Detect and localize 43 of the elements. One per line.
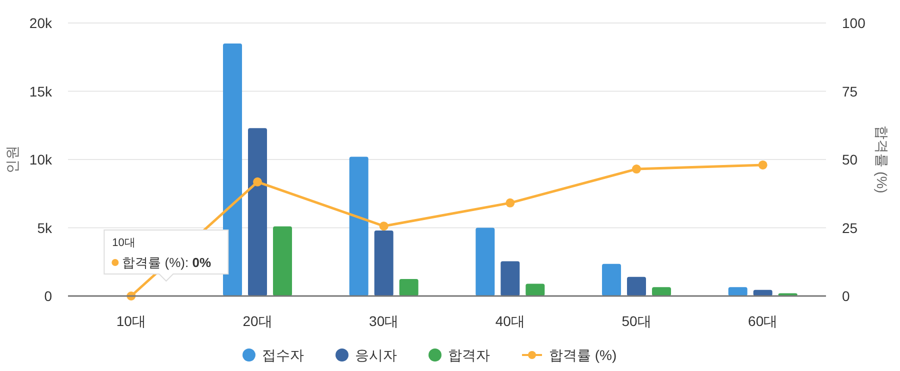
bar: [248, 128, 267, 296]
y-axis-title: 인원: [4, 146, 20, 174]
y-tick-label: 10k: [29, 152, 53, 168]
tooltip: 10대 합격률 (%): 0%: [104, 230, 229, 282]
legend-label: 접수자: [262, 347, 304, 363]
annotation: 합격률 (%): 0%: [122, 255, 212, 270]
bar: [223, 43, 242, 296]
point: [758, 160, 768, 170]
x-tick-label: 40대: [495, 313, 525, 329]
y2-axis-title: 합격률 (%): [874, 126, 890, 194]
point: [506, 198, 515, 208]
x-tick-label: 30대: [369, 313, 399, 329]
point: [379, 222, 388, 231]
bar: [652, 287, 671, 296]
y2-tick-label: 100: [842, 15, 866, 31]
x-tick-label: 10대: [116, 313, 146, 329]
bar: [602, 264, 621, 296]
legend-label: 합격자: [448, 347, 490, 363]
y-tick-label: 0: [44, 288, 52, 304]
bar: [374, 230, 394, 296]
bar: [349, 156, 368, 296]
bar: [526, 284, 545, 296]
y2-tick-label: 50: [842, 152, 858, 168]
bar: [627, 276, 646, 296]
x-tick-label: 20대: [242, 313, 272, 329]
y2-tick-label: 25: [842, 220, 858, 236]
x-tick-label: 50대: [622, 313, 652, 329]
y-tick-label: 5k: [37, 220, 53, 236]
annotation: 10대: [112, 237, 136, 249]
bar: [476, 228, 495, 296]
legend-label: 응시자: [355, 347, 397, 363]
x-tick-label: 60대: [748, 313, 778, 329]
bar: [399, 278, 418, 296]
bar: [273, 226, 292, 296]
bar: [500, 261, 520, 296]
point: [253, 177, 262, 186]
y-tick-label: 15k: [29, 83, 53, 100]
y2-tick-label: 75: [842, 83, 858, 100]
point: [632, 164, 641, 174]
y-tick-label: 20k: [29, 15, 53, 31]
bar: [728, 287, 748, 296]
y2-tick-label: 0: [842, 288, 850, 304]
legend-label: 합격률 (%): [549, 347, 617, 363]
